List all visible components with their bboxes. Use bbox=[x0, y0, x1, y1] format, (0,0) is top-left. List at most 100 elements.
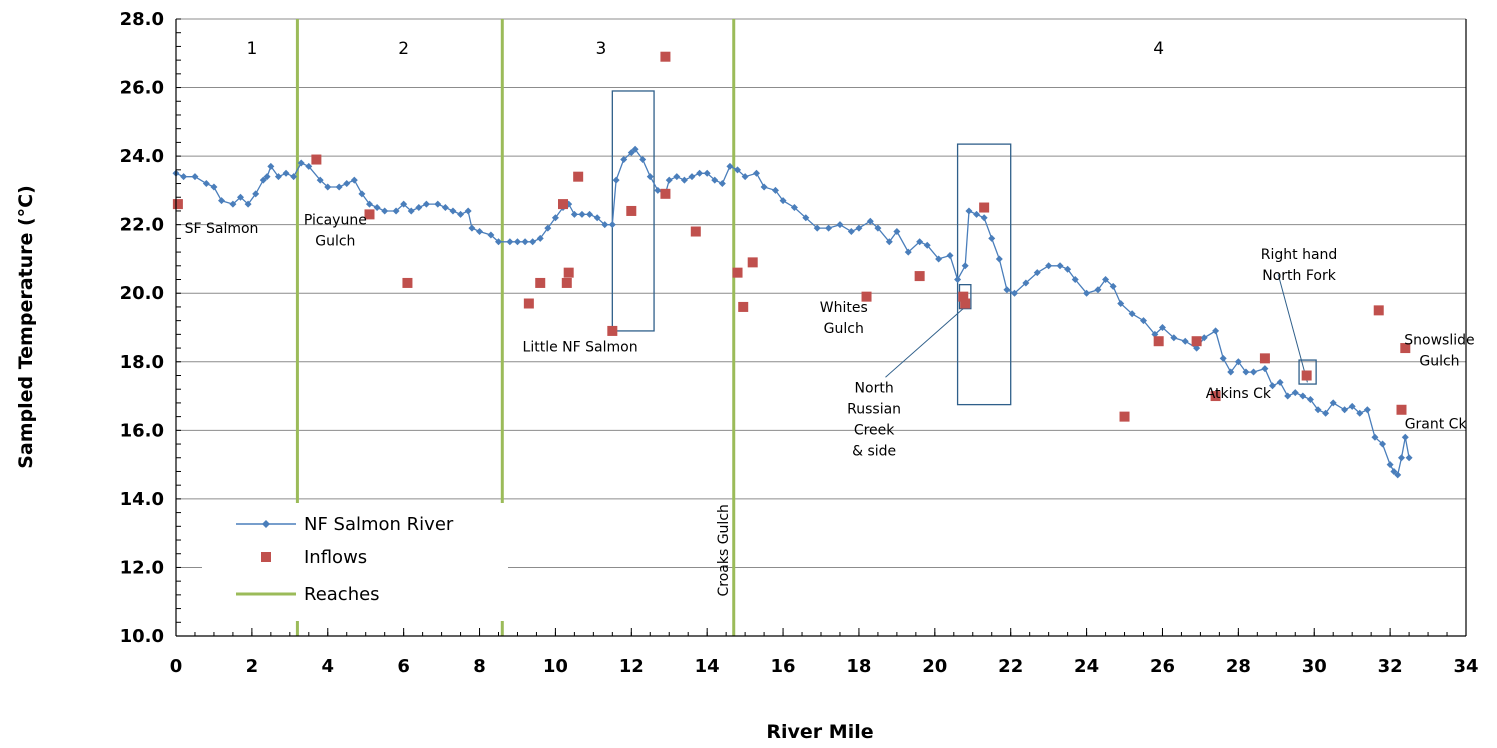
river-point bbox=[1269, 382, 1276, 390]
x-tick-label: 26 bbox=[1150, 656, 1175, 677]
river-point bbox=[529, 238, 537, 246]
river-point bbox=[1181, 337, 1189, 345]
callout-line bbox=[1277, 274, 1308, 383]
x-tick-label: 6 bbox=[397, 656, 410, 677]
river-point bbox=[612, 176, 620, 184]
x-tick-label: 28 bbox=[1226, 656, 1251, 677]
river-point bbox=[1314, 406, 1322, 414]
vertical-annotation: Croaks Gulch bbox=[716, 504, 732, 596]
inflow-point bbox=[563, 267, 574, 278]
river-point bbox=[954, 276, 962, 284]
reach-number: 2 bbox=[398, 39, 409, 59]
annotation-label: Creek bbox=[854, 423, 895, 439]
river-point bbox=[1064, 265, 1072, 273]
annotation-label: Gulch bbox=[315, 234, 355, 250]
river-point bbox=[290, 173, 298, 181]
river-point bbox=[620, 156, 628, 164]
annotations: SF Salmon Picayune Gulch Little NF Salmon Wh… bbox=[185, 213, 1475, 597]
river-point bbox=[741, 173, 749, 181]
river-point bbox=[191, 173, 199, 181]
river-point bbox=[259, 176, 267, 184]
river-point bbox=[665, 176, 673, 184]
inflow-point bbox=[1153, 336, 1164, 347]
river-point bbox=[1390, 467, 1398, 475]
river-point bbox=[673, 173, 681, 181]
x-tick-label: 24 bbox=[1074, 656, 1099, 677]
x-tick-label: 14 bbox=[695, 656, 720, 677]
river-point bbox=[1306, 395, 1314, 403]
reach-numbers: 1 2 3 4 bbox=[246, 39, 1164, 59]
river-point bbox=[422, 200, 430, 208]
river-point bbox=[1056, 262, 1064, 270]
inflow-point bbox=[311, 154, 322, 165]
annotation-label: North bbox=[855, 381, 894, 397]
y-tick-label: 24.0 bbox=[120, 146, 164, 167]
annotation-label: Grant Ck bbox=[1405, 417, 1468, 433]
river-point bbox=[1234, 358, 1242, 366]
inflow-point bbox=[861, 291, 872, 302]
reach-number: 1 bbox=[246, 39, 257, 59]
inflow-point bbox=[958, 291, 969, 302]
legend-label: Reaches bbox=[304, 584, 380, 605]
river-point bbox=[237, 193, 244, 201]
river-point bbox=[1299, 392, 1307, 400]
river-point bbox=[316, 176, 324, 184]
river-point bbox=[210, 183, 218, 191]
river-point bbox=[1212, 327, 1220, 335]
legend-label: NF Salmon River bbox=[304, 514, 454, 535]
callout-line bbox=[885, 306, 966, 378]
river-point bbox=[866, 217, 874, 225]
y-tick-label: 28.0 bbox=[120, 9, 164, 30]
river-point bbox=[973, 210, 981, 218]
river-point bbox=[825, 224, 833, 232]
river-point bbox=[688, 173, 696, 181]
legend-inflow-marker bbox=[261, 552, 271, 562]
x-axis-ticks: 0 2 4 6 8 10 12 14 16 18 20 22 24 26 28 30 32 34 bbox=[170, 656, 1479, 677]
inflow-point bbox=[607, 325, 618, 336]
river-point bbox=[578, 210, 586, 218]
river-point bbox=[935, 255, 943, 263]
river-point bbox=[551, 214, 559, 222]
river-point bbox=[305, 162, 313, 170]
river-point bbox=[1379, 440, 1387, 448]
river-point bbox=[1371, 433, 1379, 441]
inflow-point bbox=[732, 267, 743, 278]
river-point bbox=[760, 183, 768, 191]
river-point bbox=[521, 238, 529, 246]
river-point bbox=[180, 173, 188, 181]
river-point bbox=[1151, 330, 1159, 338]
x-tick-label: 34 bbox=[1453, 656, 1478, 677]
river-point bbox=[631, 145, 639, 153]
river-point bbox=[1386, 461, 1394, 469]
river-point bbox=[988, 234, 996, 242]
river-point bbox=[229, 200, 237, 208]
river-point bbox=[1045, 262, 1053, 270]
river-point bbox=[1117, 300, 1125, 308]
river-point bbox=[1109, 282, 1117, 290]
river-point bbox=[593, 214, 601, 222]
river-point bbox=[350, 176, 358, 184]
river-point bbox=[373, 204, 381, 212]
legend-box bbox=[202, 503, 508, 621]
inflow-point bbox=[1191, 336, 1202, 347]
inflow-series bbox=[172, 51, 1411, 422]
y-tick-label: 10.0 bbox=[120, 626, 164, 647]
river-point bbox=[1242, 368, 1250, 376]
annotation-label: & side bbox=[852, 444, 896, 460]
river-point bbox=[400, 200, 408, 208]
y-tick-label: 26.0 bbox=[120, 78, 164, 99]
river-point bbox=[1356, 409, 1364, 417]
y-axis-ticks: 10.0 12.0 14.0 16.0 18.0 20.0 22.0 24.0 26.0 28.0 bbox=[120, 9, 164, 647]
x-tick-label: 18 bbox=[846, 656, 871, 677]
river-point bbox=[813, 224, 821, 232]
river-point bbox=[946, 252, 954, 260]
y-tick-label: 22.0 bbox=[120, 215, 164, 236]
x-tick-label: 2 bbox=[246, 656, 259, 677]
river-point bbox=[1322, 409, 1330, 417]
y-axis-title: Sampled Temperature (°C) bbox=[15, 185, 37, 469]
reach-number: 3 bbox=[596, 39, 607, 59]
reach-number: 4 bbox=[1153, 39, 1164, 59]
inflow-point bbox=[660, 51, 671, 62]
x-tick-label: 22 bbox=[998, 656, 1023, 677]
river-point bbox=[965, 207, 973, 215]
